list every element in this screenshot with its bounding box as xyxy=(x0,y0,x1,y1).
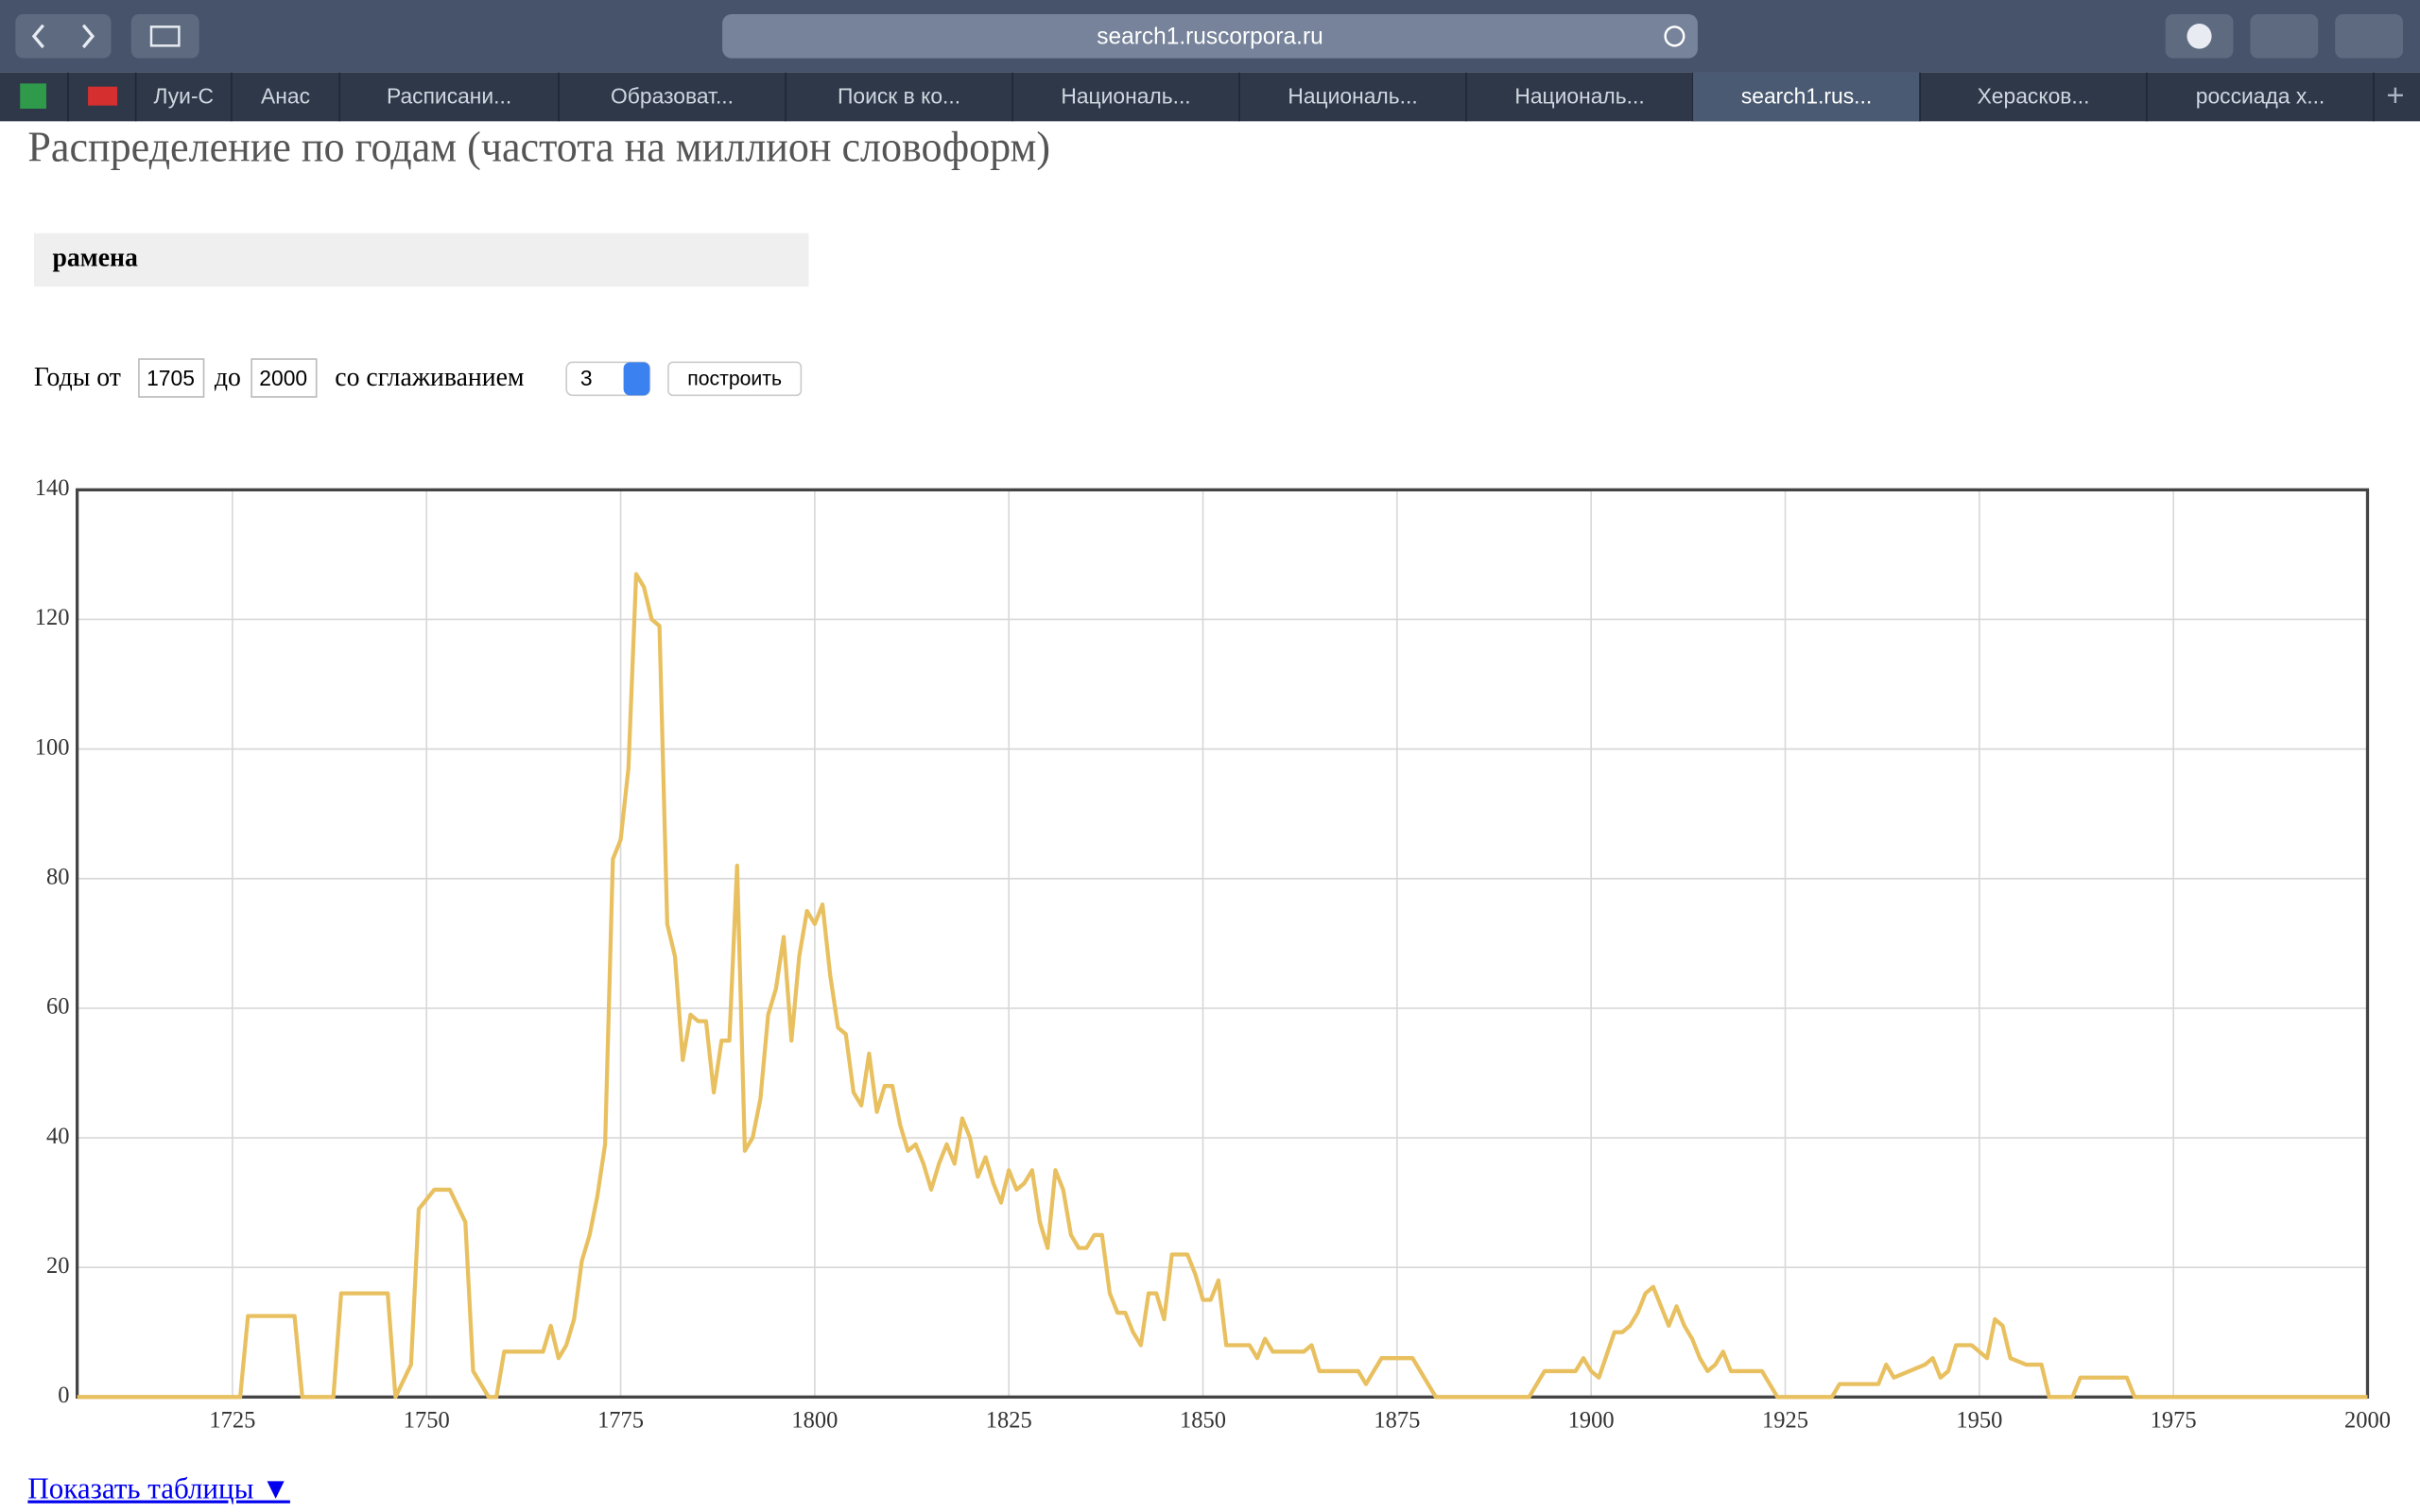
x-tick-label: 1925 xyxy=(1762,1408,1808,1434)
tab-title[interactable]: Националь... xyxy=(1288,83,1417,108)
favicon-red[interactable] xyxy=(88,86,118,106)
x-tick-label: 1875 xyxy=(1374,1408,1420,1434)
x-tick-label: 1850 xyxy=(1180,1408,1226,1434)
tab-title[interactable]: Поиск в ко... xyxy=(838,83,960,108)
tab-title[interactable]: search1.rus... xyxy=(1741,83,1872,108)
url: search1.ruscorpora.ru xyxy=(1097,24,1322,49)
x-tick-label: 1725 xyxy=(209,1408,255,1434)
y-tick-label: 100 xyxy=(35,734,70,760)
x-tick-label: 1750 xyxy=(404,1408,450,1434)
select-arrows xyxy=(623,362,650,396)
tab-title[interactable]: Националь... xyxy=(1514,83,1644,108)
x-tick-label: 1825 xyxy=(986,1408,1032,1434)
build-button[interactable] xyxy=(667,361,803,397)
show-tables-link[interactable]: Показать таблицы ▼ xyxy=(27,1471,290,1504)
x-tick-label: 1800 xyxy=(791,1408,838,1434)
from-label: Годы от xyxy=(34,363,121,392)
to-label: до xyxy=(215,363,241,392)
downloads-icon xyxy=(2187,24,2212,49)
to-value: 2000 xyxy=(259,366,307,390)
favicon-sheets[interactable] xyxy=(20,83,46,109)
tab-title[interactable]: Анас xyxy=(261,83,310,108)
tab-active[interactable] xyxy=(1693,72,1921,122)
x-tick-label: 1950 xyxy=(1956,1408,2002,1434)
y-tick-label: 20 xyxy=(46,1253,69,1279)
from-value: 1705 xyxy=(147,366,195,390)
tabs-button[interactable] xyxy=(2335,14,2404,59)
tab-bar xyxy=(0,72,2420,122)
x-tick-label: 2000 xyxy=(2344,1408,2391,1434)
reload-icon[interactable] xyxy=(1664,26,1685,47)
tab-title[interactable]: Луи-С xyxy=(154,83,215,108)
y-tick-label: 80 xyxy=(46,864,69,889)
address-bar[interactable] xyxy=(722,14,1698,59)
heading: Распределение по годам (частота на милли… xyxy=(27,123,1050,171)
y-tick-label: 140 xyxy=(35,475,70,501)
smoothing-label: со сглаживанием xyxy=(335,363,524,392)
nav-arrows xyxy=(31,24,95,49)
y-tick-label: 0 xyxy=(58,1383,69,1408)
build-label: построить xyxy=(687,367,782,389)
y-tick-label: 120 xyxy=(35,605,70,630)
x-tick-label: 1775 xyxy=(597,1408,644,1434)
from-input[interactable] xyxy=(138,358,205,398)
chart: 0 20 40 60 80 100 120 140 1725 1750 1775 1800 1825 18… xyxy=(35,475,2391,1434)
tab-title[interactable]: россиада х... xyxy=(2196,83,2325,108)
x-tick-label: 1900 xyxy=(1568,1408,1615,1434)
tab-title[interactable]: Образоват... xyxy=(611,83,734,108)
y-tick-label: 60 xyxy=(46,993,69,1019)
share-button[interactable] xyxy=(2250,14,2319,59)
tab-title[interactable]: Расписани... xyxy=(387,83,511,108)
smoothing-value: 3 xyxy=(580,366,593,390)
tab-title[interactable]: Националь... xyxy=(1061,83,1190,108)
new-tab[interactable]: + xyxy=(2386,77,2404,112)
plot-frame xyxy=(75,488,2370,1399)
y-tick-label: 40 xyxy=(46,1124,69,1149)
nav-buttons[interactable] xyxy=(15,14,112,59)
data-line xyxy=(77,572,2368,1400)
sidebar-icon xyxy=(149,26,181,47)
tab-title[interactable]: Херасков... xyxy=(1978,83,2090,108)
query: рамена xyxy=(53,243,138,272)
to-input[interactable] xyxy=(251,358,318,398)
sidebar-button[interactable] xyxy=(130,14,199,59)
query-box xyxy=(33,232,809,287)
x-tick-label: 1975 xyxy=(2151,1408,2197,1434)
